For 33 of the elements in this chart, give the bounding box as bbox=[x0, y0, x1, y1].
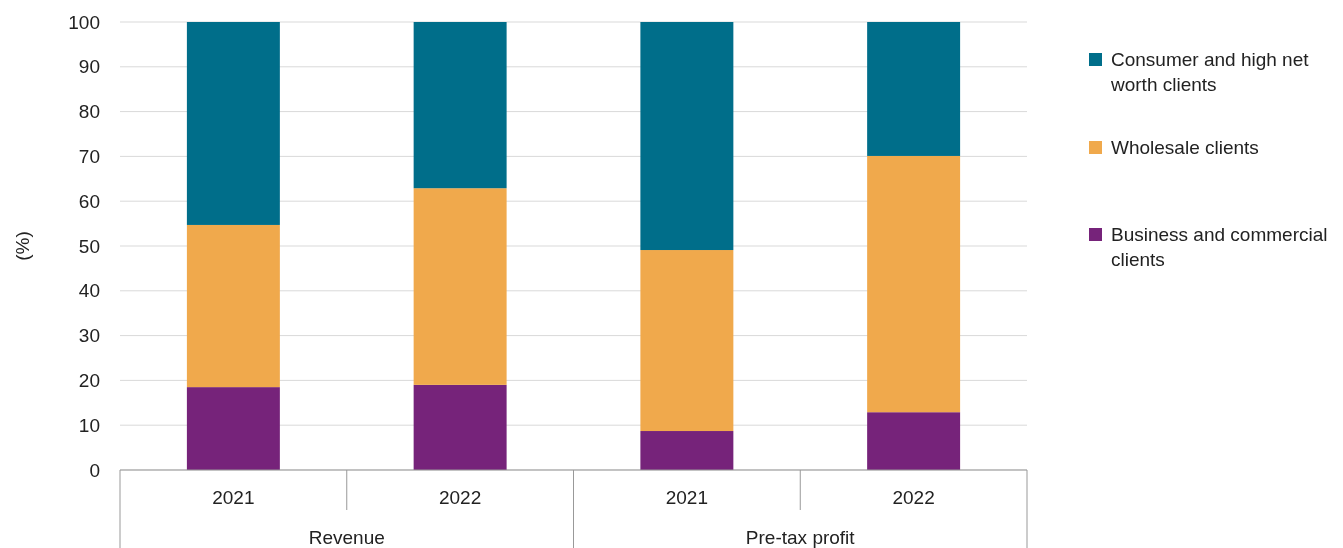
y-tick-label: 50 bbox=[78, 235, 100, 257]
bar bbox=[413, 384, 507, 470]
y-tick-label: 20 bbox=[78, 369, 100, 391]
y-axis-title: (%) bbox=[11, 231, 33, 261]
bar bbox=[186, 387, 280, 470]
y-tick-label: 40 bbox=[78, 280, 100, 302]
legend-label: Consumer and high net worth clients bbox=[1110, 49, 1310, 95]
bar bbox=[640, 22, 734, 251]
bar bbox=[867, 22, 961, 156]
bar bbox=[413, 22, 507, 189]
legend-label: Wholesale clients bbox=[1111, 137, 1259, 158]
bar bbox=[867, 155, 961, 413]
text: Revenue bbox=[308, 527, 385, 548]
text: Pre-tax profit bbox=[745, 527, 856, 548]
x-tick-label: 2022 bbox=[892, 487, 935, 508]
y-tick-label: 100 bbox=[68, 11, 100, 33]
x-tick-label: 2021 bbox=[212, 487, 255, 508]
y-tick-label: 60 bbox=[78, 190, 100, 212]
legend-label: Business and commercial clients bbox=[1111, 224, 1328, 270]
bar bbox=[640, 431, 734, 470]
y-tick-label: 80 bbox=[78, 101, 100, 123]
bar bbox=[640, 250, 734, 432]
bar bbox=[186, 224, 280, 388]
y-tick-label: 70 bbox=[78, 145, 100, 167]
bar bbox=[186, 22, 280, 225]
bar bbox=[413, 188, 507, 385]
x-tick-label: 2022 bbox=[438, 487, 482, 508]
y-tick-label: 0 bbox=[89, 459, 100, 481]
x-tick-label: 2021 bbox=[665, 487, 709, 508]
y-tick-label: 10 bbox=[78, 414, 100, 436]
y-tick-label: 30 bbox=[78, 325, 100, 347]
y-tick-label: 90 bbox=[78, 56, 100, 78]
bar bbox=[867, 412, 961, 470]
